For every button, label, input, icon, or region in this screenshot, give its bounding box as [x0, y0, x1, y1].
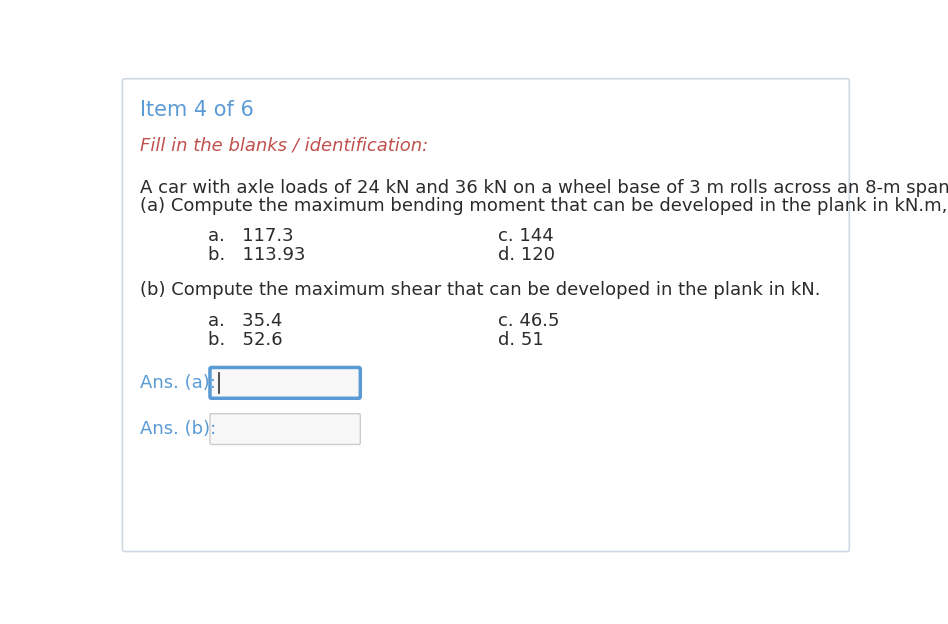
Text: b.   113.93: b. 113.93 — [208, 246, 305, 264]
Text: Ans. (b):: Ans. (b): — [140, 420, 216, 438]
Text: c. 46.5: c. 46.5 — [499, 312, 559, 330]
Text: a.   35.4: a. 35.4 — [208, 312, 282, 330]
FancyBboxPatch shape — [210, 368, 360, 398]
FancyBboxPatch shape — [210, 414, 360, 444]
Text: Ans. (a):: Ans. (a): — [140, 374, 216, 392]
Text: A car with axle loads of 24 kN and 36 kN on a wheel base of 3 m rolls across an : A car with axle loads of 24 kN and 36 kN… — [140, 179, 948, 197]
Text: d. 51: d. 51 — [499, 331, 544, 349]
Text: Fill in the blanks / identification:: Fill in the blanks / identification: — [140, 137, 428, 155]
Text: (b) Compute the maximum shear that can be developed in the plank in kN.: (b) Compute the maximum shear that can b… — [140, 281, 821, 300]
Text: d. 120: d. 120 — [499, 246, 556, 264]
Text: Item 4 of 6: Item 4 of 6 — [140, 99, 254, 120]
Text: (a) Compute the maximum bending moment that can be developed in the plank in kN.: (a) Compute the maximum bending moment t… — [140, 197, 948, 215]
Text: b.   52.6: b. 52.6 — [208, 331, 283, 349]
FancyBboxPatch shape — [122, 79, 849, 552]
Text: c. 144: c. 144 — [499, 227, 554, 245]
Text: a.   117.3: a. 117.3 — [208, 227, 293, 245]
